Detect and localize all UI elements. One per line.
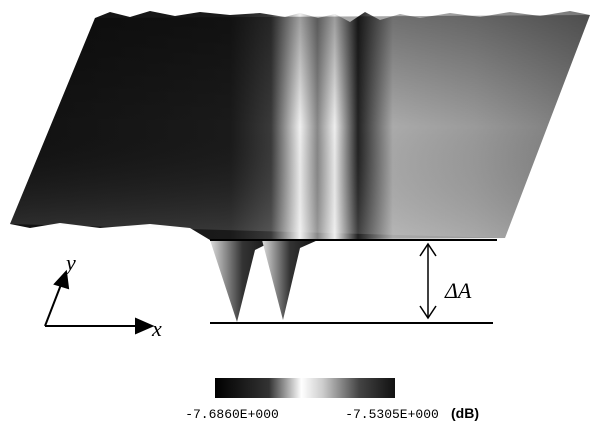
surface-plot xyxy=(10,11,590,322)
colorbar-max: -7.5305E+000 xyxy=(345,407,439,422)
axes-icon xyxy=(45,272,152,333)
delta-label: ΔA xyxy=(444,278,472,303)
colorbar xyxy=(215,378,395,398)
figure: ΔA y x -7.6860E+000 -7.5305E+000 (dB) xyxy=(0,0,606,430)
colorbar-min: -7.6860E+000 xyxy=(185,407,279,422)
colorbar-unit: (dB) xyxy=(451,405,479,421)
y-axis-label: y xyxy=(64,250,76,275)
delta-arrow xyxy=(420,244,436,318)
x-axis-label: x xyxy=(151,316,162,341)
